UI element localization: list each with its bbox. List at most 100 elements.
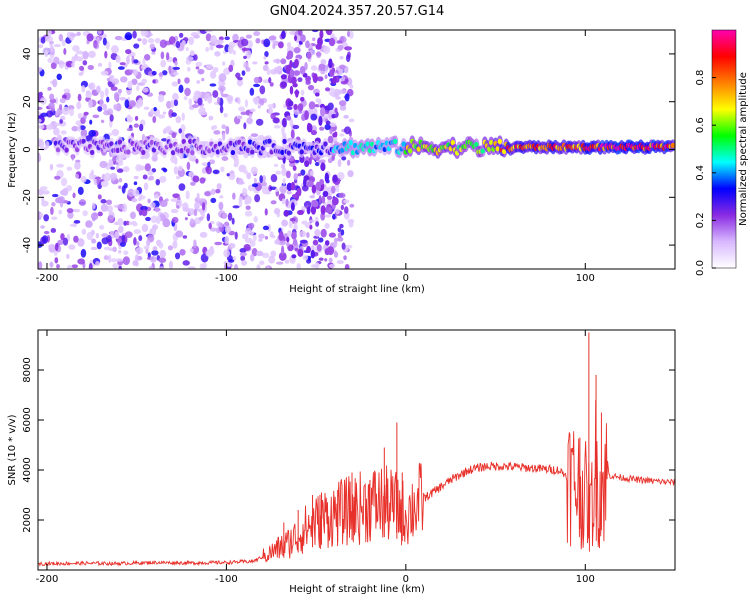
noise-blob (237, 181, 245, 185)
noise-blob (339, 55, 344, 60)
noise-blob (139, 123, 144, 132)
noise-blob (115, 165, 120, 170)
ridge-point (286, 150, 292, 156)
noise-blob (80, 129, 88, 138)
ridge-point (282, 138, 287, 145)
noise-blob (55, 110, 59, 117)
noise-blob (308, 157, 312, 165)
colorbar-tick-label: 0.0 (695, 260, 706, 276)
noise-blob (95, 232, 100, 239)
noise-blob (38, 118, 42, 123)
noise-blob (115, 55, 121, 63)
noise-blob (286, 115, 292, 121)
noise-blob (170, 99, 175, 108)
noise-blob (264, 61, 269, 65)
noise-blob (96, 241, 102, 250)
noise-blob (215, 44, 224, 49)
noise-blob (327, 135, 334, 144)
noise-blob (311, 184, 317, 194)
noise-blob (50, 44, 54, 53)
noise-blob (317, 159, 326, 164)
noise-blob (314, 92, 320, 97)
ridge-point (117, 139, 123, 145)
noise-blob (53, 127, 60, 136)
noise-blob (86, 33, 94, 42)
noise-blob (51, 202, 56, 207)
noise-blob (224, 225, 232, 234)
noise-blob (158, 242, 164, 249)
noise-blob (203, 94, 208, 102)
noise-blob (75, 56, 84, 62)
noise-blob (292, 165, 297, 171)
noise-blob (331, 185, 336, 194)
noise-blob (174, 60, 178, 66)
noise-blob (246, 117, 253, 125)
noise-blob (100, 180, 109, 188)
noise-blob (316, 51, 322, 59)
noise-blob (240, 111, 247, 116)
noise-blob (82, 210, 88, 217)
noise-blob (245, 205, 251, 210)
noise-blob (52, 78, 58, 88)
noise-blob (316, 244, 322, 252)
noise-blob (263, 56, 267, 60)
noise-blob (245, 49, 252, 59)
noise-blob (315, 221, 320, 227)
noise-blob (143, 106, 150, 110)
noise-blob (306, 51, 312, 60)
noise-blob (299, 230, 307, 238)
noise-blob (178, 84, 184, 93)
noise-blob (199, 231, 208, 238)
noise-blob (128, 100, 136, 107)
noise-blob (126, 55, 130, 65)
noise-blob (40, 225, 45, 229)
noise-blob (224, 36, 230, 41)
ridge-point (480, 148, 485, 154)
noise-blob (38, 124, 45, 130)
noise-blob (329, 127, 333, 135)
noise-blob (231, 217, 235, 225)
noise-blob (132, 189, 140, 197)
noise-blob (197, 97, 203, 106)
noise-blob (205, 249, 214, 257)
noise-blob (124, 99, 130, 109)
spectrogram-y-ticks: -40 -20 0 20 40 (22, 48, 675, 253)
noise-blob (216, 39, 224, 44)
noise-blob (249, 87, 255, 96)
chart-title: GN04.2024.357.20.57.G14 (270, 4, 445, 19)
noise-blob (140, 205, 148, 211)
noise-blob (273, 207, 281, 215)
noise-blob (301, 220, 308, 225)
noise-blob (250, 166, 258, 175)
noise-blob (222, 213, 228, 219)
noise-blob (253, 177, 257, 184)
noise-blob (307, 84, 315, 91)
noise-blob (112, 246, 117, 253)
noise-blob (109, 172, 118, 181)
noise-blob (212, 90, 219, 98)
noise-blob (54, 97, 59, 105)
noise-blob (53, 175, 61, 180)
noise-blob (306, 245, 311, 254)
noise-blob (300, 169, 306, 176)
noise-blob (268, 35, 277, 41)
noise-blob (54, 122, 62, 127)
noise-blob (324, 87, 331, 92)
noise-blob (244, 99, 249, 108)
noise-blob (154, 206, 160, 213)
noise-blob (299, 239, 308, 244)
noise-blob (147, 170, 154, 176)
noise-blob (103, 110, 112, 116)
noise-blob (312, 73, 318, 84)
noise-blob (296, 187, 302, 197)
noise-blob (197, 68, 205, 75)
noise-blob (281, 245, 285, 255)
noise-blob (336, 40, 343, 44)
noise-blob (141, 64, 147, 70)
noise-blob (281, 198, 286, 205)
noise-blob (336, 259, 344, 265)
ridge-point (393, 138, 398, 144)
noise-blob (131, 197, 138, 203)
noise-blob (224, 235, 230, 245)
noise-blob (182, 202, 189, 211)
